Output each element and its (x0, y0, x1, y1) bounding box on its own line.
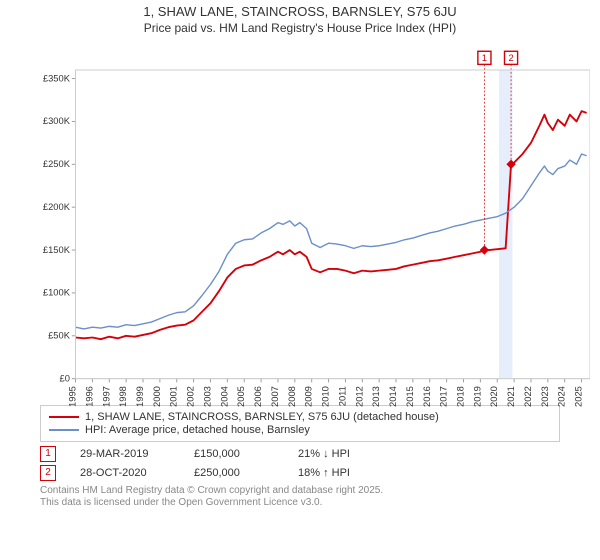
svg-text:1998: 1998 (118, 386, 128, 407)
sale-price-1: £150,000 (194, 448, 274, 460)
legend-swatch-hpi (49, 429, 79, 431)
svg-text:2012: 2012 (354, 386, 364, 407)
sale-delta-2: 18% ↑ HPI (298, 467, 350, 479)
svg-text:1996: 1996 (84, 386, 94, 407)
sales-table: 1 29-MAR-2019 £150,000 21% ↓ HPI 2 28-OC… (40, 446, 560, 481)
sale-date-2: 28-OCT-2020 (80, 467, 170, 479)
svg-text:2000: 2000 (152, 386, 162, 407)
svg-text:2013: 2013 (371, 386, 381, 407)
sale-marker-1-num: 1 (45, 448, 51, 459)
svg-text:2024: 2024 (557, 386, 567, 407)
legend-label-hpi: HPI: Average price, detached house, Barn… (85, 424, 310, 436)
svg-text:1999: 1999 (135, 386, 145, 407)
svg-text:2003: 2003 (202, 386, 212, 407)
svg-text:2004: 2004 (219, 386, 229, 407)
footer-line1: Contains HM Land Registry data © Crown c… (40, 485, 560, 497)
footer-line2: This data is licensed under the Open Gov… (40, 497, 560, 509)
svg-text:2001: 2001 (169, 386, 179, 407)
chart-title-line2: Price paid vs. HM Land Registry's House … (0, 21, 600, 35)
chart-title-line1: 1, SHAW LANE, STAINCROSS, BARNSLEY, S75 … (0, 0, 600, 21)
chart-area: £0£50K£100K£150K£200K£250K£300K£350K1995… (40, 39, 592, 399)
svg-text:2007: 2007 (270, 386, 280, 407)
svg-text:£50K: £50K (48, 330, 71, 340)
svg-text:2025: 2025 (574, 386, 584, 407)
svg-text:2008: 2008 (287, 386, 297, 407)
footer: Contains HM Land Registry data © Crown c… (40, 485, 560, 509)
svg-text:1997: 1997 (101, 386, 111, 407)
svg-text:2: 2 (508, 53, 513, 63)
sale-date-1: 29-MAR-2019 (80, 448, 170, 460)
sale-delta-1: 21% ↓ HPI (298, 448, 350, 460)
sale-row-1: 1 29-MAR-2019 £150,000 21% ↓ HPI (40, 446, 560, 462)
sale-price-2: £250,000 (194, 467, 274, 479)
svg-text:2023: 2023 (540, 386, 550, 407)
svg-text:2021: 2021 (506, 386, 516, 407)
svg-text:2006: 2006 (253, 386, 263, 407)
svg-text:2005: 2005 (236, 386, 246, 407)
svg-text:2020: 2020 (489, 386, 499, 407)
svg-text:£150K: £150K (43, 245, 71, 255)
svg-text:1: 1 (482, 53, 487, 63)
chart-svg: £0 £50K £100K £150K £200K £250K £300K £350K 1995… (40, 39, 590, 419)
svg-text:1995: 1995 (68, 386, 78, 407)
svg-text:£200K: £200K (43, 202, 71, 212)
sale-marker-2: 2 (40, 465, 56, 481)
svg-text:£0: £0 (60, 373, 70, 383)
svg-text:£100K: £100K (43, 288, 71, 298)
svg-text:2011: 2011 (337, 386, 347, 406)
sale-marker-1: 1 (40, 446, 56, 462)
svg-text:£250K: £250K (43, 159, 71, 169)
svg-text:2016: 2016 (422, 386, 432, 407)
svg-text:2014: 2014 (388, 386, 398, 407)
svg-text:2009: 2009 (304, 386, 314, 407)
svg-text:2017: 2017 (439, 386, 449, 407)
svg-text:2015: 2015 (405, 386, 415, 407)
svg-text:£350K: £350K (43, 73, 71, 83)
sale-marker-2-num: 2 (45, 467, 51, 478)
svg-text:2002: 2002 (186, 386, 196, 407)
sale-row-2: 2 28-OCT-2020 £250,000 18% ↑ HPI (40, 465, 560, 481)
svg-text:2018: 2018 (455, 386, 465, 407)
svg-text:2010: 2010 (321, 386, 331, 407)
svg-text:2022: 2022 (523, 386, 533, 407)
svg-text:2019: 2019 (472, 386, 482, 407)
legend-row-hpi: HPI: Average price, detached house, Barn… (49, 424, 551, 436)
svg-text:£300K: £300K (43, 116, 71, 126)
